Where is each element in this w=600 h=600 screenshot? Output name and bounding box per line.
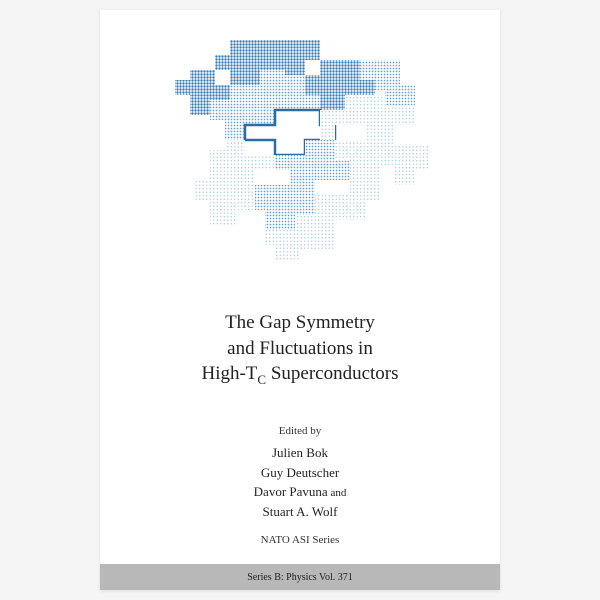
footer-bar: Series B: Physics Vol. 371 <box>100 564 500 590</box>
title-line-3: High-TC Superconductors <box>140 361 460 388</box>
title-line-1: The Gap Symmetry <box>140 310 460 336</box>
editor-3-name: Davor Pavuna <box>254 484 328 499</box>
editors-block: Edited by Julien Bok Guy Deutscher Davor… <box>100 425 500 521</box>
book-cover: The Gap Symmetry and Fluctuations in Hig… <box>100 10 500 590</box>
editor-1: Julien Bok <box>100 443 500 463</box>
title-line-2: and Fluctuations in <box>140 336 460 362</box>
footer-text: Series B: Physics Vol. 371 <box>247 572 352 583</box>
cover-pattern <box>170 40 450 260</box>
edited-by-label: Edited by <box>100 425 500 437</box>
editor-3: Davor Pavuna and <box>100 482 500 502</box>
title-subscript: C <box>257 372 266 387</box>
title-block: The Gap Symmetry and Fluctuations in Hig… <box>100 310 500 389</box>
and-word: and <box>328 487 347 499</box>
title-post: Superconductors <box>266 363 398 384</box>
editor-4: Stuart A. Wolf <box>100 502 500 522</box>
series-label: NATO ASI Series <box>100 534 500 546</box>
title-pre: High-T <box>201 363 257 384</box>
editor-2: Guy Deutscher <box>100 463 500 483</box>
